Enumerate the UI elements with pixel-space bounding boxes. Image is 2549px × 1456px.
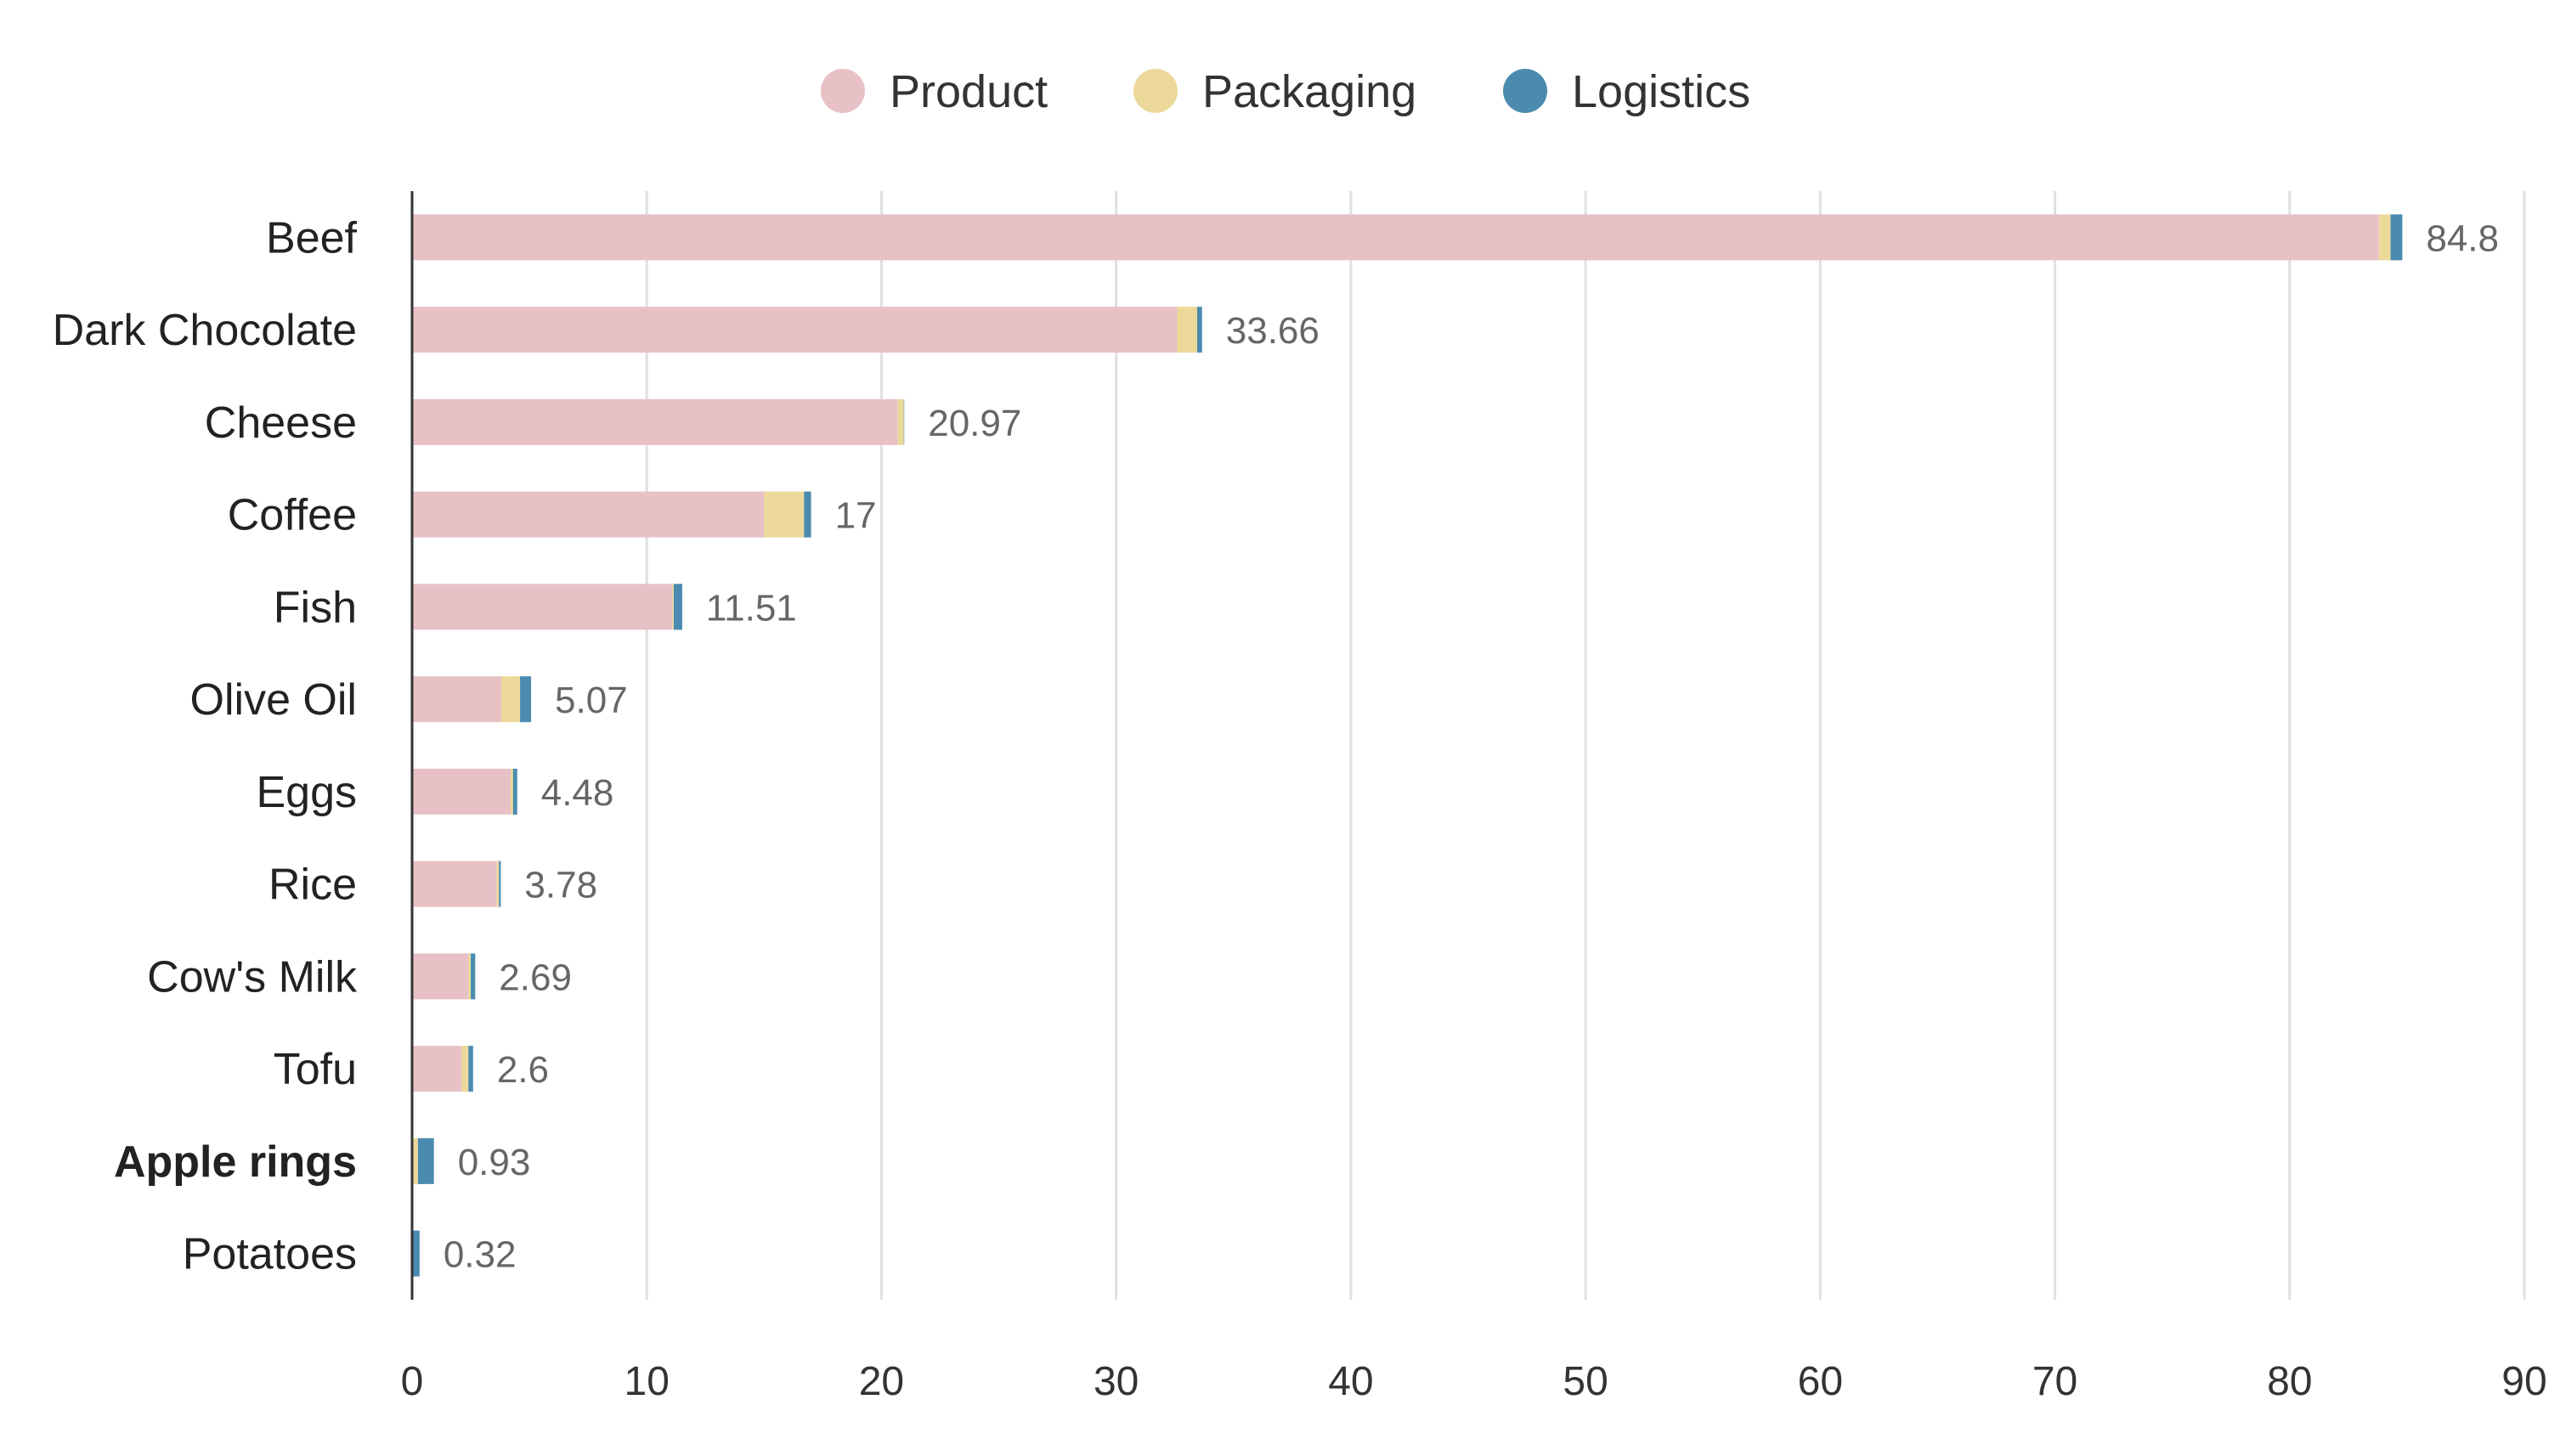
category-label: Fish (274, 583, 357, 632)
data-label: 20.97 (928, 403, 1021, 444)
bar-segment-logistics (413, 1230, 420, 1277)
bar-segment-product (412, 861, 497, 907)
bar-segment-logistics (468, 1046, 473, 1092)
bar-segment-product (412, 1046, 462, 1092)
bar-segment-product (412, 398, 898, 445)
legend: Product Packaging Logistics (821, 66, 1750, 117)
data-label: 3.78 (524, 865, 597, 906)
bar-segment-product (412, 307, 1178, 353)
legend-swatch-packaging (1133, 69, 1178, 113)
bar-segment-product (412, 214, 2379, 261)
x-tick-label: 30 (1094, 1359, 1139, 1404)
bar-segment-product (412, 768, 511, 815)
data-label: 2.6 (497, 1049, 549, 1091)
bar-segment-packaging (1177, 307, 1197, 353)
bar-segment-logistics (1196, 307, 1202, 353)
bar-segment-packaging (413, 1137, 418, 1184)
bar-segment-packaging (468, 953, 472, 1000)
bar-segment-logistics (417, 1137, 434, 1184)
bars (412, 214, 2403, 1277)
bar-segment-product (412, 491, 765, 538)
bar-segment-logistics (804, 491, 811, 538)
x-tick-label: 50 (1563, 1359, 1608, 1404)
x-tick-label: 20 (859, 1359, 904, 1404)
data-label: 11.51 (706, 587, 797, 629)
category-label: Potatoes (183, 1230, 357, 1279)
category-label: Beef (266, 213, 358, 262)
bar-segment-logistics (471, 953, 476, 1000)
category-label: Tofu (274, 1045, 357, 1094)
category-label: Eggs (256, 768, 357, 817)
x-tick-label: 10 (625, 1359, 670, 1404)
category-label: Cow's Milk (147, 952, 358, 1002)
legend-swatch-logistics (1503, 69, 1547, 113)
x-tick-label: 80 (2267, 1359, 2312, 1404)
x-tick-label: 60 (1798, 1359, 1843, 1404)
x-tick-label: 70 (2032, 1359, 2077, 1404)
bar-segment-logistics (2390, 214, 2403, 261)
category-label: Coffee (228, 491, 357, 540)
data-label: 2.69 (499, 957, 572, 998)
bar-segment-product (412, 676, 501, 723)
bar-segment-logistics (673, 584, 682, 630)
bar-segment-packaging (672, 584, 674, 630)
data-label: 84.8 (2426, 217, 2499, 259)
bar-segment-packaging (500, 676, 521, 723)
legend-label: Product (890, 66, 1048, 117)
category-label: Dark Chocolate (53, 306, 357, 355)
labels: Beef 84.8 Dark Chocolate 33.66 Cheese 20.97 Co… (53, 213, 2499, 1278)
category-label: Cheese (205, 398, 357, 448)
category-label: Olive Oil (190, 675, 357, 725)
bar-segment-packaging (2378, 214, 2391, 261)
bar-segment-logistics (903, 398, 905, 445)
category-label: Rice (268, 861, 357, 910)
legend-label: Logistics (1572, 66, 1750, 117)
legend-swatch-product (821, 69, 865, 113)
data-label: 5.07 (555, 680, 628, 721)
bar-segment-product (412, 584, 673, 630)
data-label: 33.66 (1226, 310, 1320, 352)
bar-segment-packaging (461, 1046, 469, 1092)
bar-segment-packaging (764, 491, 805, 538)
data-label: 0.32 (444, 1234, 517, 1276)
bar-segment-logistics (512, 768, 517, 815)
bar-segment-product (412, 953, 469, 1000)
bar-segment-packaging (496, 861, 500, 907)
x-tick-label: 90 (2501, 1359, 2546, 1404)
x-tick-label: 0 (401, 1359, 424, 1404)
data-label: 0.93 (458, 1142, 531, 1183)
category-label: Apple rings (114, 1137, 357, 1187)
bar-segment-packaging (897, 398, 904, 445)
bar-segment-logistics (499, 861, 501, 907)
data-label: 4.48 (541, 772, 614, 814)
x-axis-ticks: 0 10 20 30 40 50 60 70 80 90 (401, 1359, 2547, 1404)
bar-segment-packaging (511, 768, 513, 815)
gridlines (645, 191, 2526, 1300)
legend-label: Packaging (1202, 66, 1416, 117)
x-tick-label: 40 (1328, 1359, 1373, 1404)
data-label: 17 (835, 495, 877, 537)
bar-segment-logistics (520, 676, 532, 723)
